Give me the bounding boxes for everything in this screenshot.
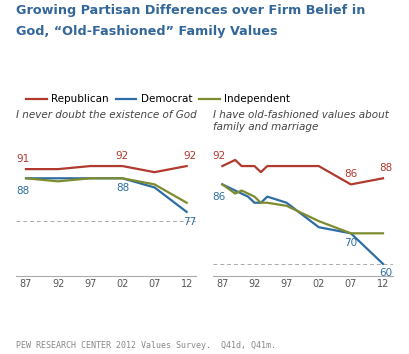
Text: 86: 86 xyxy=(344,169,357,179)
Text: I have old-fashioned values about
family and marriage: I have old-fashioned values about family… xyxy=(213,110,389,132)
Text: 92: 92 xyxy=(116,150,129,161)
Text: 86: 86 xyxy=(213,192,226,202)
Text: I never doubt the existence of God: I never doubt the existence of God xyxy=(16,110,197,120)
Text: Growing Partisan Differences over Firm Belief in: Growing Partisan Differences over Firm B… xyxy=(16,4,366,17)
Text: 77: 77 xyxy=(183,217,196,227)
Text: 88: 88 xyxy=(380,163,393,173)
Text: 92: 92 xyxy=(213,150,226,161)
Text: PEW RESEARCH CENTER 2012 Values Survey.  Q41d, Q41m.: PEW RESEARCH CENTER 2012 Values Survey. … xyxy=(16,342,276,350)
Text: 60: 60 xyxy=(380,268,393,279)
Text: 91: 91 xyxy=(16,154,29,164)
Text: 70: 70 xyxy=(344,238,357,248)
Text: 92: 92 xyxy=(183,150,196,161)
Text: 88: 88 xyxy=(16,186,29,196)
Legend: Republican, Democrat, Independent: Republican, Democrat, Independent xyxy=(22,90,294,109)
Text: 88: 88 xyxy=(116,183,129,193)
Text: God, “Old-Fashioned” Family Values: God, “Old-Fashioned” Family Values xyxy=(16,25,278,38)
